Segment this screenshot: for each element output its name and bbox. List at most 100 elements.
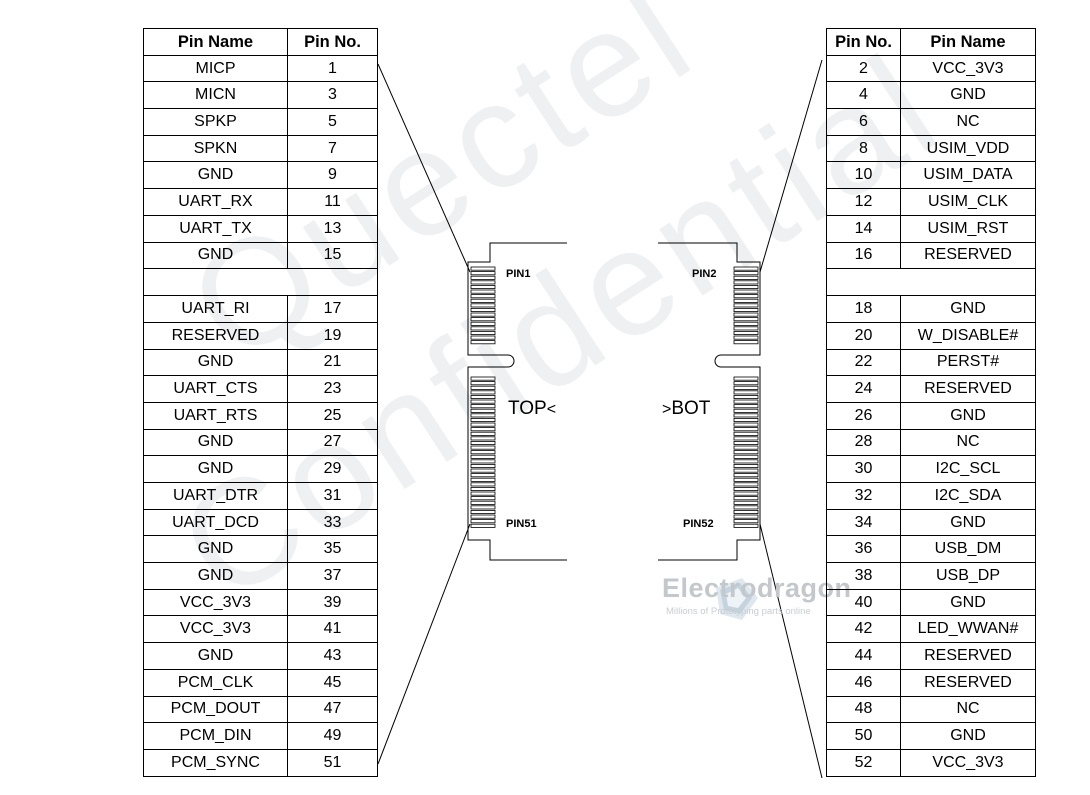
table-row: MICN 3 xyxy=(143,81,378,110)
table-row: 52 VCC_3V3 xyxy=(826,748,1036,777)
pin-contact xyxy=(470,394,496,399)
pin-contact xyxy=(470,413,496,418)
pin-contact xyxy=(733,307,759,312)
table-cell: 3 xyxy=(287,81,378,110)
leader-line-pin51 xyxy=(377,523,471,765)
table-row: UART_DTR 31 xyxy=(143,482,378,510)
table-cell: LED_WWAN# xyxy=(900,615,1036,644)
pin-contact xyxy=(733,413,759,418)
table-cell: 8 xyxy=(826,134,901,163)
table-cell: 27 xyxy=(287,428,378,457)
table-cell: I2C_SDA xyxy=(900,482,1036,510)
table-row: PCM_DOUT 47 xyxy=(143,695,378,724)
pin-contact xyxy=(733,459,759,464)
table-cell: GND xyxy=(143,241,288,270)
pin-contact xyxy=(733,340,759,345)
table-cell: RESERVED xyxy=(143,321,288,350)
pin-contact xyxy=(470,271,496,276)
table-cell: 10 xyxy=(826,161,901,190)
pin-contacts-bot xyxy=(733,266,759,528)
table-row: GND 15 xyxy=(143,241,378,270)
table-cell: 42 xyxy=(826,615,901,644)
table-row: 34 GND xyxy=(826,508,1036,537)
table-row: 36 USB_DM xyxy=(826,535,1036,564)
table-cell: UART_RTS xyxy=(143,401,288,430)
pin-contact xyxy=(733,509,759,514)
leader-line-pin2 xyxy=(759,59,823,273)
pin-contact xyxy=(733,271,759,276)
pin-contact xyxy=(733,450,759,455)
table-cell: 50 xyxy=(826,722,901,750)
table-cell: PCM_CLK xyxy=(143,668,288,697)
electrodragon-logo-icon xyxy=(716,578,758,620)
pin-contact xyxy=(470,509,496,514)
table-cell: 29 xyxy=(287,455,378,483)
table-cell: 48 xyxy=(826,695,901,724)
pin-contacts-top xyxy=(470,266,496,528)
top-side-label: TOP< xyxy=(508,398,556,420)
pin-contact xyxy=(733,385,759,390)
pin-contact xyxy=(733,394,759,399)
table-cell: GND xyxy=(900,401,1036,430)
table-row: SPKN 7 xyxy=(143,134,378,163)
pin-contact xyxy=(470,376,496,381)
table-cell: 36 xyxy=(826,535,901,564)
pin-contact xyxy=(470,289,496,294)
table-cell: 23 xyxy=(287,375,378,403)
table-cell: 38 xyxy=(826,562,901,590)
table-cell: 2 xyxy=(826,54,901,83)
table-row: 40 GND xyxy=(826,588,1036,617)
table-row: UART_RTS 25 xyxy=(143,401,378,430)
pin-contact xyxy=(470,307,496,312)
pin-contact xyxy=(470,303,496,308)
left-pin-table: Pin Name Pin No. MICP 1 MICN 3 SPKP 5 SPKN 7 GND… xyxy=(143,28,378,777)
table-cell: 40 xyxy=(826,588,901,617)
separator-cell xyxy=(826,268,1036,297)
table-row: GND 9 xyxy=(143,161,378,190)
table-row: 16 RESERVED xyxy=(826,241,1036,270)
pin-contact xyxy=(470,298,496,303)
pin-contact xyxy=(733,408,759,413)
table-cell: 51 xyxy=(287,748,378,777)
table-cell: VCC_3V3 xyxy=(143,588,288,617)
table-cell: GND xyxy=(900,295,1036,323)
table-cell: GND xyxy=(900,508,1036,537)
bot-arrow-icon: > xyxy=(662,401,672,418)
pin-contact xyxy=(733,289,759,294)
pin-contact xyxy=(470,450,496,455)
pin-contact xyxy=(733,473,759,478)
table-cell: GND xyxy=(143,535,288,564)
pin-contact xyxy=(470,436,496,441)
table-cell: PERST# xyxy=(900,348,1036,377)
table-cell: GND xyxy=(900,722,1036,750)
table-row: VCC_3V3 41 xyxy=(143,615,378,644)
pin-contact xyxy=(470,422,496,427)
pin-contact xyxy=(733,404,759,409)
pin-contact xyxy=(470,523,496,528)
table-row: 44 RESERVED xyxy=(826,642,1036,670)
pin-contact xyxy=(733,275,759,280)
table-row: 28 NC xyxy=(826,428,1036,457)
table-cell: USB_DP xyxy=(900,562,1036,590)
pin-contact xyxy=(733,326,759,331)
pin-contact xyxy=(733,399,759,404)
table-cell: 24 xyxy=(826,375,901,403)
pin1-label: PIN1 xyxy=(506,268,531,280)
pin-contact xyxy=(733,422,759,427)
connector-bot-outline xyxy=(658,242,761,561)
pin-contact xyxy=(470,381,496,386)
leader-line-pin52 xyxy=(759,523,823,779)
pin52-label: PIN52 xyxy=(683,518,714,530)
table-row: GND 35 xyxy=(143,535,378,564)
table-header-row: Pin No. Pin Name xyxy=(826,28,1036,56)
table-row: 4 GND xyxy=(826,81,1036,110)
table-cell: 9 xyxy=(287,161,378,190)
pin-contact xyxy=(733,491,759,496)
table-cell: W_DISABLE# xyxy=(900,321,1036,350)
table-cell: RESERVED xyxy=(900,642,1036,670)
table-cell: 18 xyxy=(826,295,901,323)
pin-contact xyxy=(470,390,496,395)
table-cell: 30 xyxy=(826,455,901,483)
pin-contact xyxy=(733,445,759,450)
pin-contact xyxy=(470,440,496,445)
